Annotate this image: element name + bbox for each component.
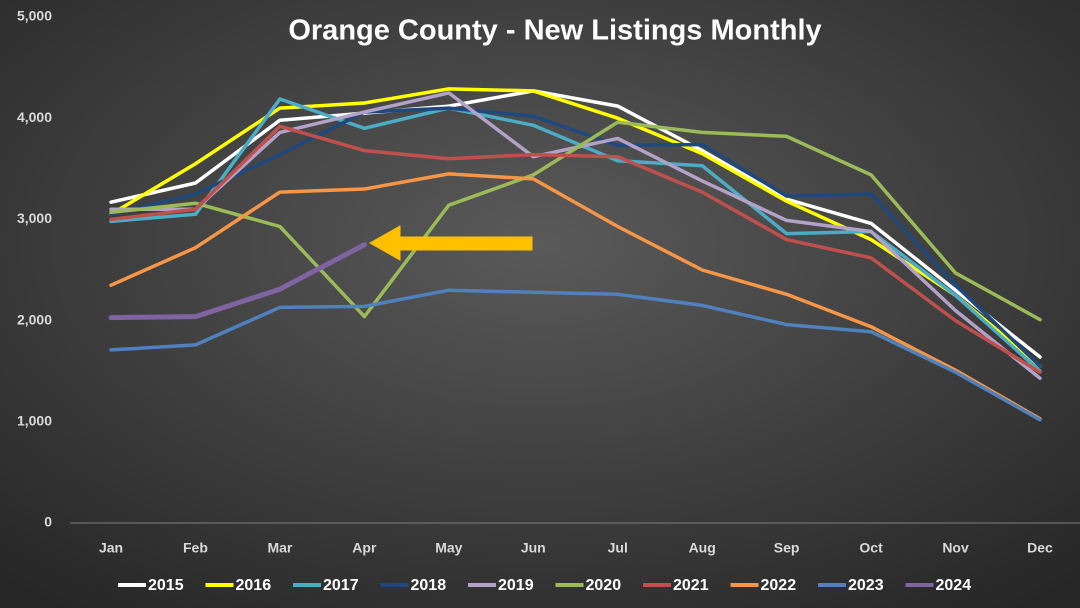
x-tick-label: May [435, 540, 462, 556]
series-line [109, 124, 1042, 374]
y-tick-label: 3,000 [17, 210, 52, 226]
y-tick-label: 1,000 [17, 413, 52, 429]
series-line [109, 106, 1042, 368]
x-tick-label: Feb [183, 540, 208, 556]
x-tick-label: Sep [774, 540, 800, 556]
arrow [368, 225, 533, 261]
x-tick-label: Mar [267, 540, 292, 556]
legend-label: 2020 [586, 577, 622, 594]
plot: 0 1,000 2,000 3,000 4,000 5,000 Jan Feb Mar Apr Ma… [17, 8, 1080, 594]
series-line [109, 89, 1042, 359]
x-tick-label: Jul [608, 540, 628, 556]
chart-title: Orange County - New Listings Monthly [288, 15, 821, 47]
x-tick-label: Apr [352, 540, 377, 556]
y-tick-label: 2,000 [17, 311, 52, 327]
legend-label: 2022 [761, 577, 797, 594]
arrow-shape [368, 225, 533, 261]
series-line [109, 97, 1042, 373]
legend-label: 2017 [323, 577, 359, 594]
series-line [109, 288, 1042, 422]
y-tick-label: 0 [44, 514, 52, 530]
legend-label: 2024 [936, 577, 972, 594]
legend-label: 2018 [411, 577, 447, 594]
series-line [109, 120, 1042, 322]
legend-label: 2021 [673, 577, 709, 594]
x-tick-label: Oct [859, 540, 883, 556]
x-tick-label: Dec [1027, 540, 1053, 556]
x-tick-label: Nov [942, 540, 969, 556]
y-tick-label: 4,000 [17, 109, 52, 125]
series-line [108, 242, 367, 321]
x-tick-label: Jan [99, 540, 123, 556]
y-tick-label: 5,000 [17, 8, 52, 24]
x-tick-label: Jun [521, 540, 546, 556]
x-tick-label: Aug [689, 540, 716, 556]
legend-label: 2016 [236, 577, 272, 594]
legend-label: 2019 [498, 577, 534, 594]
legend-label: 2015 [148, 577, 184, 594]
legend-label: 2023 [848, 577, 884, 594]
series-line [109, 172, 1042, 421]
